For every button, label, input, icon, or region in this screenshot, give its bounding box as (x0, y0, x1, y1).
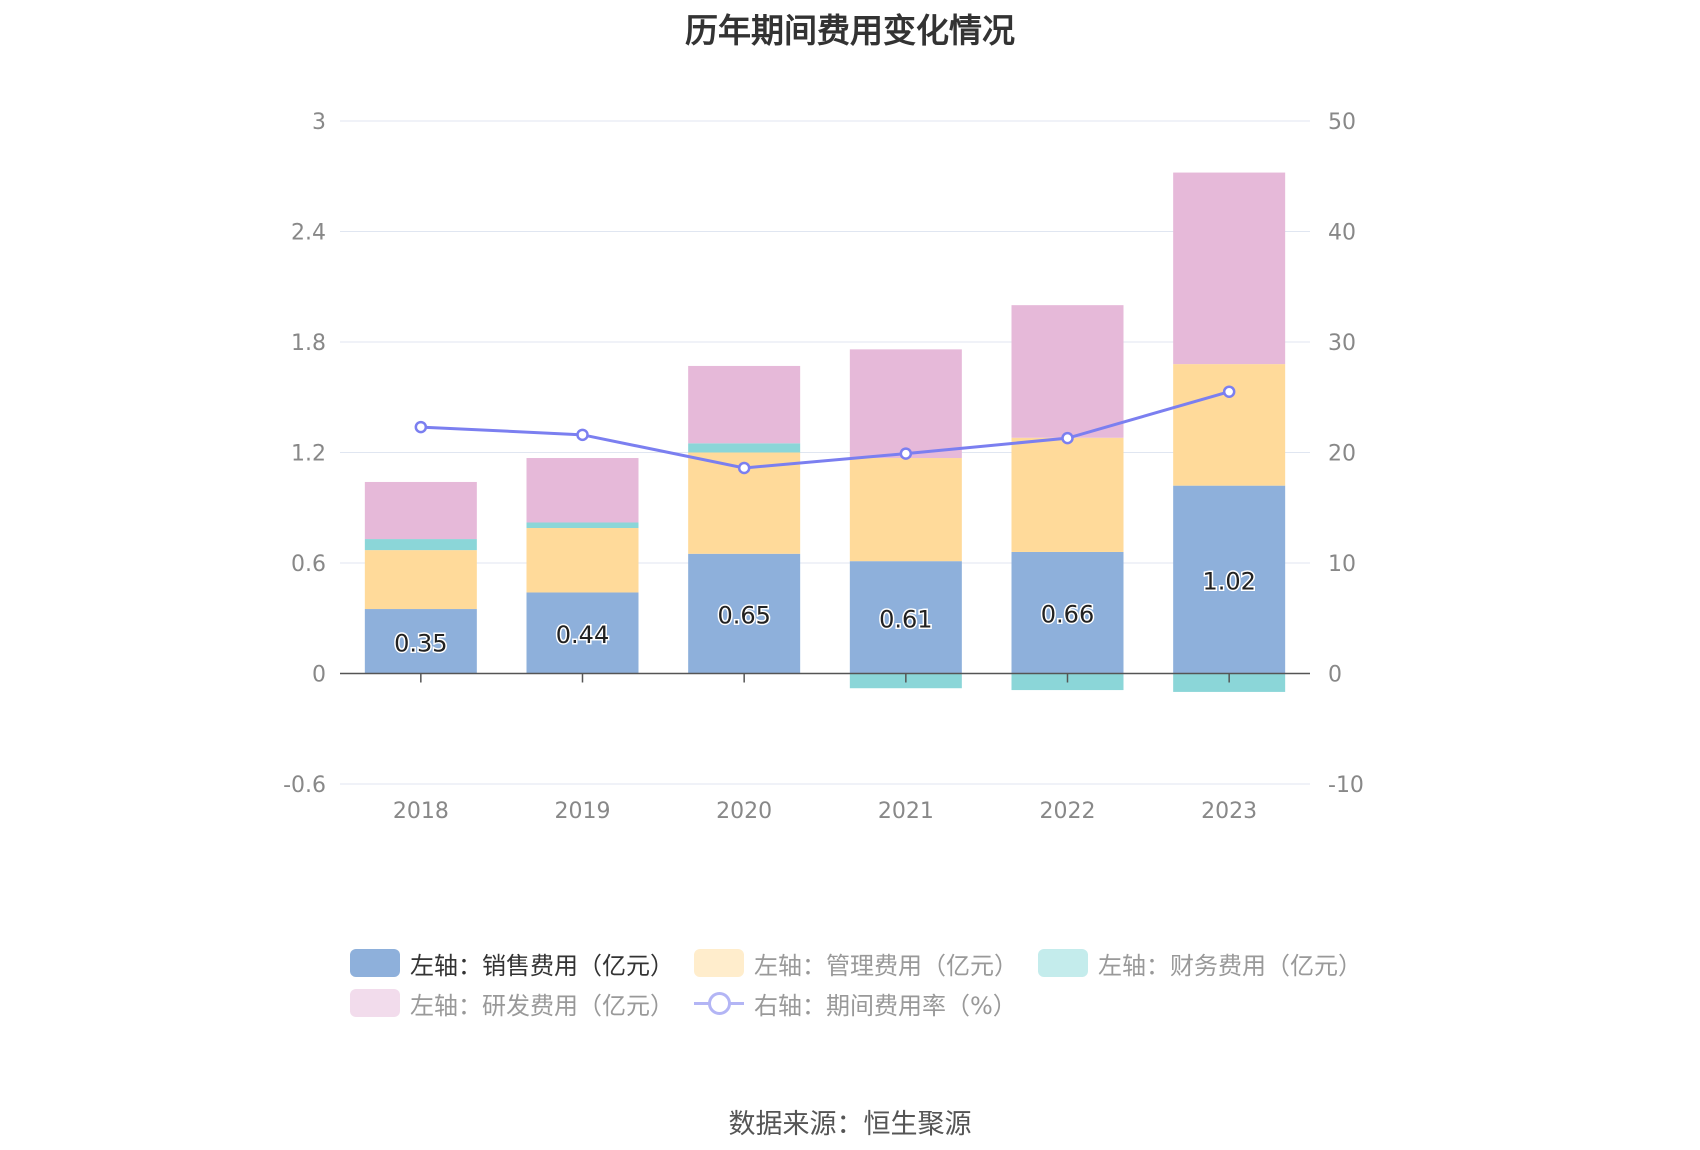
left-axis-tick-label: -0.6 (283, 773, 326, 798)
bar-segment (526, 592, 639, 674)
bar-segment (526, 458, 639, 523)
legend-label: 左轴：财务费用（亿元） (1098, 951, 1362, 980)
bar-segment (1173, 172, 1286, 365)
legend-swatch (350, 949, 400, 977)
bar-value-label: 1.02 (1202, 568, 1255, 596)
bar-segment (688, 443, 801, 453)
expense-rate-point (576, 428, 589, 442)
left-axis-tick-label: 3 (312, 110, 326, 135)
legend-label: 左轴：销售费用（亿元） (410, 951, 674, 980)
bar-segment (1173, 485, 1286, 674)
bar-segment (526, 522, 639, 529)
bar-segment (1011, 305, 1124, 438)
legend-label: 左轴：研发费用（亿元） (410, 991, 674, 1020)
data-source: 数据来源：恒生聚源 (728, 1109, 972, 1140)
bar-segment (364, 550, 477, 610)
expense-rate-point (1061, 431, 1074, 445)
expense-rate-line (420, 390, 1230, 470)
right-axis-tick-label: 30 (1328, 331, 1356, 356)
left-axis-tick-label: 2.4 (291, 221, 326, 246)
bar-value-label: 0.61 (879, 605, 932, 633)
bar-segment (364, 539, 477, 551)
left-axis-tick-label: 0 (312, 663, 326, 688)
x-axis-tick-label: 2020 (716, 799, 772, 824)
right-axis-tick-label: 40 (1328, 221, 1356, 246)
legend-line-icon (694, 989, 744, 1017)
bar-segment (1011, 437, 1124, 552)
x-axis-tick-label: 2023 (1201, 799, 1257, 824)
bar-segment (1011, 551, 1124, 674)
bar-segment (364, 609, 477, 674)
expense-rate-point (737, 461, 751, 475)
right-axis-tick-label: -10 (1328, 773, 1364, 798)
expense-rate-point (1222, 385, 1236, 398)
bar-value-label: 0.65 (717, 602, 770, 630)
legend-label: 左轴：管理费用（亿元） (754, 951, 1018, 980)
right-axis-tick-label: 0 (1328, 663, 1342, 688)
left-axis-tick-label: 0.6 (291, 552, 326, 577)
legend-item[interactable]: 左轴：管理费用（亿元） (694, 943, 1018, 983)
expense-rate-point (899, 447, 913, 460)
bar-segment (849, 561, 962, 674)
bar-segment (849, 349, 962, 459)
left-axis-tick-label: 1.2 (291, 442, 326, 467)
bar-value-label: 0.66 (1041, 601, 1094, 629)
left-axis-tick-label: 1.8 (291, 331, 326, 356)
legend-swatch (350, 989, 400, 1017)
bar-segment (688, 553, 801, 674)
legend-swatch (1038, 949, 1088, 977)
x-axis-tick-label: 2019 (555, 799, 611, 824)
bar-value-label: 0.35 (394, 629, 447, 657)
bar-value-label: 0.44 (556, 621, 609, 649)
bar-segment (688, 365, 801, 444)
chart-title: 历年期间费用变化情况 (685, 11, 1015, 50)
legend-item[interactable]: 左轴：研发费用（亿元） (350, 983, 674, 1023)
x-axis-tick-label: 2021 (878, 799, 934, 824)
legend-item[interactable]: 左轴：销售费用（亿元） (350, 943, 674, 983)
bar-segment (1173, 364, 1286, 486)
legend: 左轴：销售费用（亿元） 左轴：管理费用（亿元） 左轴：财务费用（亿元） 左轴：研发费用… (350, 943, 1390, 1023)
right-axis-tick-label: 10 (1328, 552, 1356, 577)
bar-segment (364, 481, 477, 540)
bar-segment (1173, 673, 1286, 692)
expense-rate-point (414, 420, 428, 434)
x-axis-tick-label: 2022 (1040, 799, 1096, 824)
bar-segment (849, 458, 962, 562)
right-axis-tick-label: 50 (1328, 110, 1356, 135)
legend-item[interactable]: 右轴：期间费用率（%） (694, 983, 1017, 1023)
bar-segment (526, 528, 639, 593)
legend-swatch (694, 949, 744, 977)
right-axis-tick-label: 20 (1328, 442, 1356, 467)
x-axis-tick-label: 2018 (393, 799, 449, 824)
legend-label: 右轴：期间费用率（%） (754, 991, 1017, 1020)
legend-item[interactable]: 左轴：财务费用（亿元） (1038, 943, 1362, 983)
